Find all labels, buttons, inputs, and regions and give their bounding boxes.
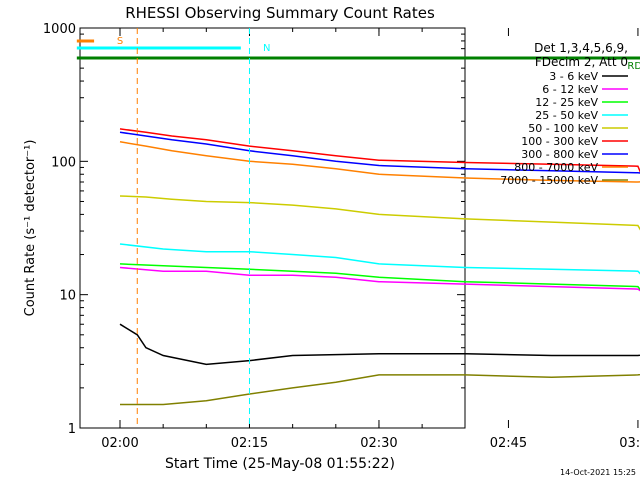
x-tick-label-1: 02:15	[231, 436, 268, 451]
flag-label-rd4: RD4	[627, 61, 640, 72]
y-tick-label-0: 1	[68, 422, 76, 437]
legend-label-4: 50 - 100 keV	[528, 122, 598, 135]
chart-title: RHESSI Observing Summary Count Rates	[125, 4, 435, 22]
x-axis-title: Start Time (25-May-08 01:55:22)	[165, 456, 395, 472]
plot-area: 110100100002:0002:1502:3002:4503:0003:15…	[43, 22, 640, 451]
series-line-5	[119, 128, 640, 174]
legend-label-5: 100 - 300 keV	[521, 135, 598, 148]
x-tick-label-2: 02:30	[360, 436, 397, 451]
y-tick-label-2: 100	[51, 155, 76, 170]
legend: Det 1,3,4,5,6,9, FDecim 2, Att 0 3 - 6 k…	[500, 41, 628, 187]
legend-label-2: 12 - 25 keV	[535, 96, 598, 109]
legend-header-line-1: Det 1,3,4,5,6,9,	[534, 41, 628, 55]
series-line-2	[119, 263, 640, 291]
y-axis-title: Count Rate (s⁻¹ detector⁻¹)	[23, 140, 38, 317]
x-tick-label-4: 03:00	[619, 436, 640, 451]
legend-label-7: 800 - 7000 keV	[514, 161, 598, 174]
series-line-6	[119, 131, 640, 174]
legend-label-6: 300 - 800 keV	[521, 148, 598, 161]
series-line-1	[119, 266, 640, 292]
series-line-0	[119, 323, 640, 366]
legend-label-1: 6 - 12 keV	[542, 83, 598, 96]
x-tick-label-0: 02:00	[101, 436, 138, 451]
series-line-8	[120, 373, 640, 406]
timestamp: 14-Oct-2021 15:25	[560, 468, 636, 477]
y-tick-label-1: 10	[59, 289, 76, 304]
legend-label-0: 3 - 6 keV	[549, 70, 598, 83]
x-tick-label-3: 02:45	[490, 436, 527, 451]
flag-label-s: S	[117, 36, 123, 47]
series-line-4	[119, 195, 640, 231]
legend-header-line-2: FDecim 2, Att 0	[535, 55, 628, 69]
legend-label-8: 7000 - 15000 keV	[500, 174, 598, 187]
flag-label-n: N	[263, 43, 270, 54]
series-line-7	[119, 141, 640, 183]
legend-label-3: 25 - 50 keV	[535, 109, 598, 122]
series-line-3	[119, 243, 640, 275]
y-tick-label-3: 1000	[43, 22, 76, 37]
plot-frame	[79, 27, 466, 429]
